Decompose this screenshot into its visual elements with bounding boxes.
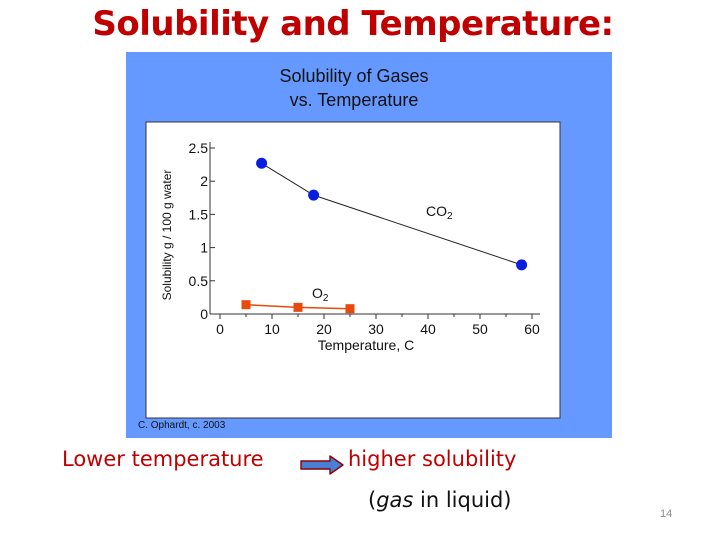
caption-gas-in-liquid: (gas in liquid)	[368, 488, 512, 512]
slide-title: Solubility and Temperature:	[92, 4, 614, 44]
x-tick-label: 40	[420, 321, 436, 337]
series-layer: CO2 O2	[241, 157, 528, 314]
y-tick-label: 2.5	[189, 140, 209, 156]
o2-data-point	[293, 302, 303, 312]
chart-title-line1: Solubility of Gases	[279, 66, 428, 86]
caption-sub-italic: gas	[376, 488, 414, 512]
o2-series-label: O2	[312, 285, 329, 304]
co2-series-label: CO2	[426, 203, 453, 222]
caption-sub-suffix: in liquid)	[413, 488, 512, 512]
co2-data-point	[256, 157, 268, 169]
y-tick-label: 1.5	[189, 206, 209, 222]
x-tick-label: 60	[524, 321, 540, 337]
axes: 0 0.5 1 1.5 2 2.5 0 10 20 30 40 50 60	[189, 140, 540, 337]
y-tick-label: 1	[200, 240, 208, 256]
co2-data-point	[308, 189, 320, 201]
chart-credit: C. Ophardt, c. 2003	[138, 420, 226, 431]
o2-data-point	[241, 300, 251, 310]
x-tick-label: 10	[264, 321, 280, 337]
caption-higher-solubility: higher solubility	[348, 447, 517, 471]
x-tick-label: 0	[216, 321, 224, 337]
o2-data-point	[345, 304, 355, 314]
page-number: 14	[660, 508, 673, 520]
x-tick-label: 20	[316, 321, 332, 337]
y-tick-label: 0.5	[189, 273, 209, 289]
x-tick-label: 30	[368, 321, 384, 337]
right-arrow-icon	[300, 455, 344, 475]
chart-panel: Solubility of Gases vs. Temperature 0 0.5…	[126, 52, 612, 438]
caption-lower-temperature: Lower temperature	[62, 447, 264, 471]
solubility-chart: Solubility of Gases vs. Temperature 0 0.5…	[138, 66, 561, 431]
chart-title-line2: vs. Temperature	[290, 90, 419, 110]
caption-sub-prefix: (	[368, 488, 377, 512]
x-axis-label: Temperature, C	[318, 337, 414, 353]
y-tick-label: 0	[200, 306, 208, 322]
plot-area	[145, 121, 561, 419]
y-axis-label: Solubility g / 100 g water	[160, 170, 174, 301]
co2-data-point	[516, 259, 528, 271]
x-tick-label: 50	[472, 321, 488, 337]
y-tick-label: 2	[200, 173, 208, 189]
